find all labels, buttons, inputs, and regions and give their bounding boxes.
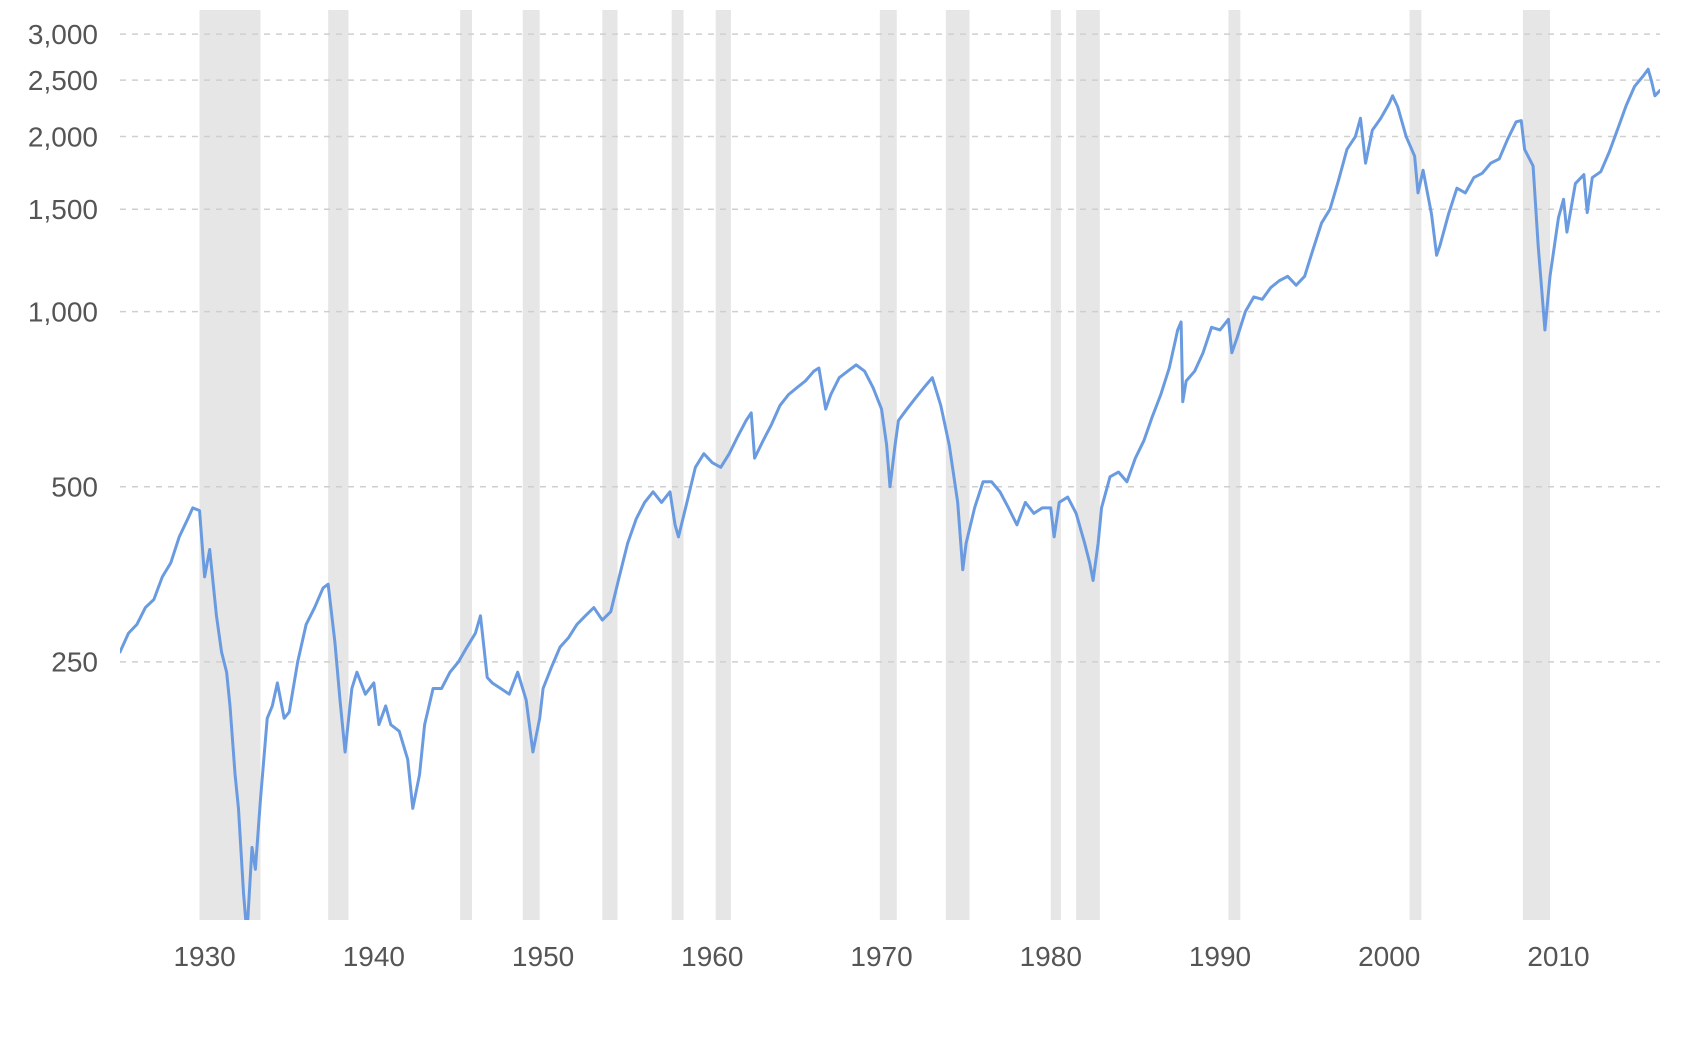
line-chart: 2505001,0001,5002,0002,5003,000193019401… — [0, 0, 1707, 1040]
x-axis-labels: 1930 1940 1950 1960 1970 1980 1990 2000 2010 — [173, 941, 1589, 972]
recession-band — [328, 10, 348, 920]
x-tick-label: 2000 — [1358, 941, 1420, 972]
x-tick-label: 1950 — [512, 941, 574, 972]
y-tick-label: 1,000 — [28, 296, 98, 327]
recession-band — [1228, 10, 1240, 920]
recession-band — [523, 10, 540, 920]
y-tick-label: 1,500 — [28, 194, 98, 225]
chart-container: 2505001,0001,5002,0002,5003,000193019401… — [0, 0, 1707, 1040]
y-tick-label: 250 — [51, 647, 98, 678]
recession-band — [602, 10, 617, 920]
x-tick-label: 1990 — [1189, 941, 1251, 972]
y-tick-label: 500 — [51, 472, 98, 503]
x-tick-label: 1940 — [343, 941, 405, 972]
y-tick-label: 3,000 — [28, 19, 98, 50]
y-tick-label: 2,000 — [28, 121, 98, 152]
recession-band — [1523, 10, 1550, 920]
x-tick-label: 1980 — [1020, 941, 1082, 972]
x-tick-label: 2010 — [1527, 941, 1589, 972]
y-tick-label: 2,500 — [28, 65, 98, 96]
recession-band — [1051, 10, 1061, 920]
x-tick-label: 1930 — [173, 941, 235, 972]
recession-band — [200, 10, 261, 920]
recession-band — [672, 10, 684, 920]
x-tick-label: 1970 — [850, 941, 912, 972]
x-tick-label: 1960 — [681, 941, 743, 972]
recession-band — [460, 10, 472, 920]
recession-band — [1076, 10, 1100, 920]
recession-band — [946, 10, 970, 920]
